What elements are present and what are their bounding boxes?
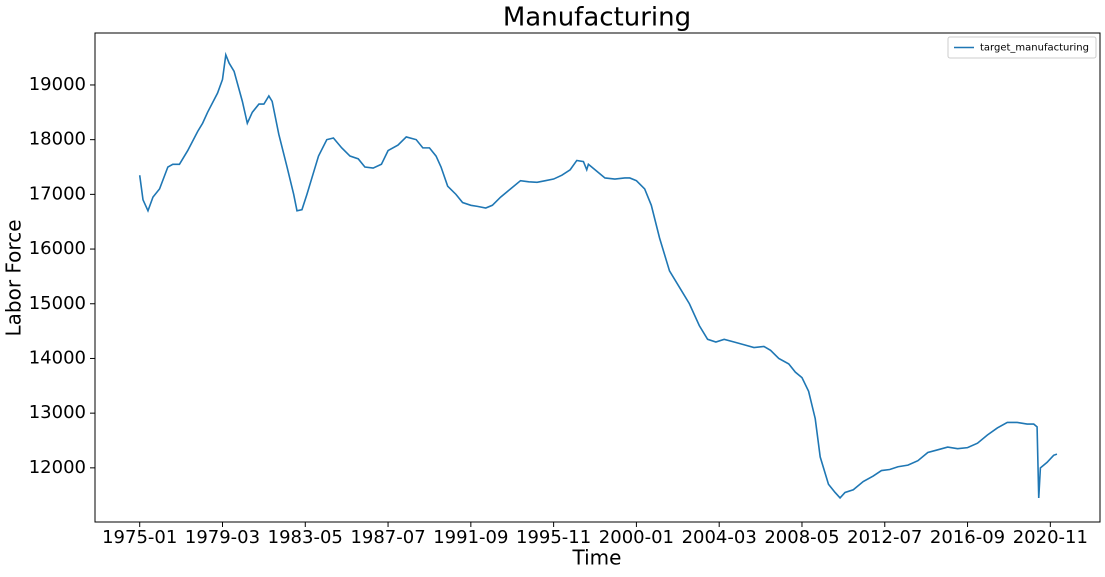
x-tick-label: 1979-03 (185, 527, 260, 548)
x-tick-label: 2016-09 (930, 527, 1005, 548)
y-tick-label: 14000 (29, 347, 86, 368)
x-axis-label: Time (572, 546, 622, 570)
x-tick-label: 1995-11 (516, 527, 591, 548)
chart-title: Manufacturing (503, 3, 691, 33)
x-tick-label: 2004-03 (682, 527, 757, 548)
y-tick-label: 17000 (29, 183, 86, 204)
x-tick-label: 1975-01 (102, 527, 177, 548)
y-tick-label: 16000 (29, 238, 86, 259)
y-tick-label: 13000 (29, 402, 86, 423)
y-tick-label: 18000 (29, 129, 86, 150)
y-tick-label: 15000 (29, 293, 86, 314)
y-tick-label: 12000 (29, 457, 86, 478)
x-tick-label: 1983-05 (268, 527, 343, 548)
x-tick-label: 2008-05 (764, 527, 839, 548)
line-series (138, 51, 1058, 500)
x-tick-label: 2020-11 (1013, 527, 1088, 548)
x-tick-label: 1991-09 (433, 527, 508, 548)
plot-frame (94, 32, 1101, 523)
x-tick-label: 1987-07 (350, 527, 425, 548)
y-axis-label: Labor Force (2, 219, 26, 336)
x-tick-label: 2012-07 (847, 527, 922, 548)
legend-box (947, 36, 1097, 59)
x-tick-label: 2000-01 (599, 527, 674, 548)
legend-label: target_manufacturing (980, 43, 1089, 54)
y-tick-label: 19000 (29, 74, 86, 95)
